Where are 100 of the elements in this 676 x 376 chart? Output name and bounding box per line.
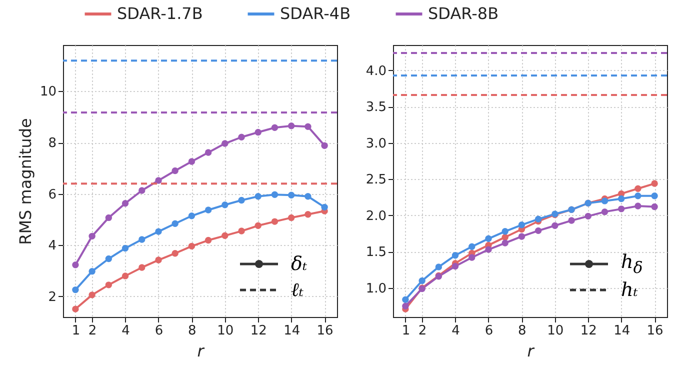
- point: [402, 302, 409, 310]
- y-tick-label: 1.5: [366, 245, 386, 260]
- point: [651, 192, 658, 200]
- point: [435, 264, 442, 270]
- point: [634, 202, 642, 210]
- point: [122, 272, 129, 280]
- point: [618, 195, 625, 202]
- point: [105, 214, 112, 222]
- point: [222, 202, 228, 208]
- point: [485, 246, 492, 253]
- point: [72, 286, 79, 294]
- legend-label: SDAR-8B: [428, 4, 499, 23]
- point: [138, 264, 146, 271]
- point: [634, 192, 642, 200]
- point: [222, 232, 228, 240]
- x-tick-label: 16: [646, 324, 664, 338]
- point: [304, 123, 312, 130]
- point: [534, 216, 542, 222]
- x-tick-label: 12: [580, 324, 597, 338]
- y-tick-label: 2.5: [366, 172, 386, 188]
- point: [584, 212, 592, 220]
- x-tick-label: 10: [217, 324, 234, 338]
- point: [601, 198, 608, 204]
- y-tick-label: 1.0: [366, 281, 386, 296]
- point: [418, 277, 426, 284]
- point: [172, 220, 178, 227]
- point: [72, 262, 79, 268]
- point: [88, 232, 96, 240]
- point: [172, 250, 178, 257]
- y-tick-label: 3.0: [366, 136, 386, 152]
- point: [502, 228, 508, 235]
- y-axis-title: RMS magnitude: [16, 118, 35, 245]
- point: [254, 222, 262, 229]
- x-tick-label: 2: [88, 324, 97, 338]
- annotation: δₜ: [291, 253, 308, 275]
- x-tick-label: 10: [547, 324, 564, 338]
- x-tick-label: 1: [72, 324, 80, 338]
- point: [321, 204, 328, 211]
- point: [138, 236, 146, 243]
- point: [188, 158, 196, 165]
- point: [105, 282, 112, 288]
- point: [518, 233, 526, 240]
- x-tick-label: 14: [614, 324, 630, 338]
- point: [452, 262, 459, 270]
- point: [271, 191, 278, 198]
- point: [155, 228, 162, 235]
- y-tick-label: 6: [48, 187, 56, 202]
- x-tick-label: 6: [154, 324, 164, 338]
- point: [552, 222, 558, 229]
- point: [172, 167, 178, 174]
- point: [518, 222, 526, 228]
- x-tick-label: 14: [284, 324, 300, 338]
- point: [485, 235, 492, 242]
- point: [155, 256, 162, 264]
- point: [238, 196, 245, 204]
- point: [72, 306, 79, 312]
- point: [651, 203, 658, 210]
- point: [204, 206, 212, 214]
- point: [468, 254, 476, 261]
- point: [204, 149, 212, 156]
- annotation: h$_{δ}$: [621, 251, 643, 277]
- point: [254, 128, 262, 136]
- point: [502, 240, 508, 246]
- y-tick-label: 2: [48, 290, 56, 305]
- x-tick-label: 4: [452, 324, 460, 338]
- x-tick-label: 2: [418, 324, 427, 338]
- x-tick-label: 1: [402, 324, 410, 338]
- point: [452, 252, 459, 259]
- point: [534, 227, 542, 234]
- point: [651, 180, 658, 187]
- point: [568, 217, 575, 224]
- point: [238, 134, 245, 140]
- x-tick-label: 16: [316, 324, 334, 338]
- point: [238, 228, 245, 234]
- x-tick-label: 8: [188, 324, 196, 338]
- point: [634, 185, 642, 192]
- point: [271, 218, 278, 225]
- point: [271, 124, 278, 131]
- y-tick-label: 4: [48, 238, 56, 254]
- annotation: ℓₜ: [291, 278, 304, 302]
- legend-label: SDAR-4B: [280, 4, 351, 23]
- x-axis-title: r: [527, 342, 536, 360]
- annotation: hₜ: [621, 279, 638, 301]
- y-tick-label: 2.0: [366, 208, 386, 224]
- x-tick-label: 8: [518, 324, 526, 338]
- point: [105, 255, 112, 262]
- point: [222, 140, 228, 147]
- point: [122, 200, 129, 207]
- point: [288, 122, 295, 130]
- point: [288, 214, 295, 222]
- point: [122, 244, 129, 252]
- point: [618, 206, 625, 212]
- point: [288, 192, 295, 198]
- point: [188, 212, 196, 220]
- y-tick-label: 4.0: [366, 64, 386, 79]
- point: [402, 296, 409, 303]
- point: [138, 187, 146, 194]
- x-tick-label: 6: [484, 324, 494, 338]
- point: [601, 208, 608, 216]
- point: [188, 242, 196, 250]
